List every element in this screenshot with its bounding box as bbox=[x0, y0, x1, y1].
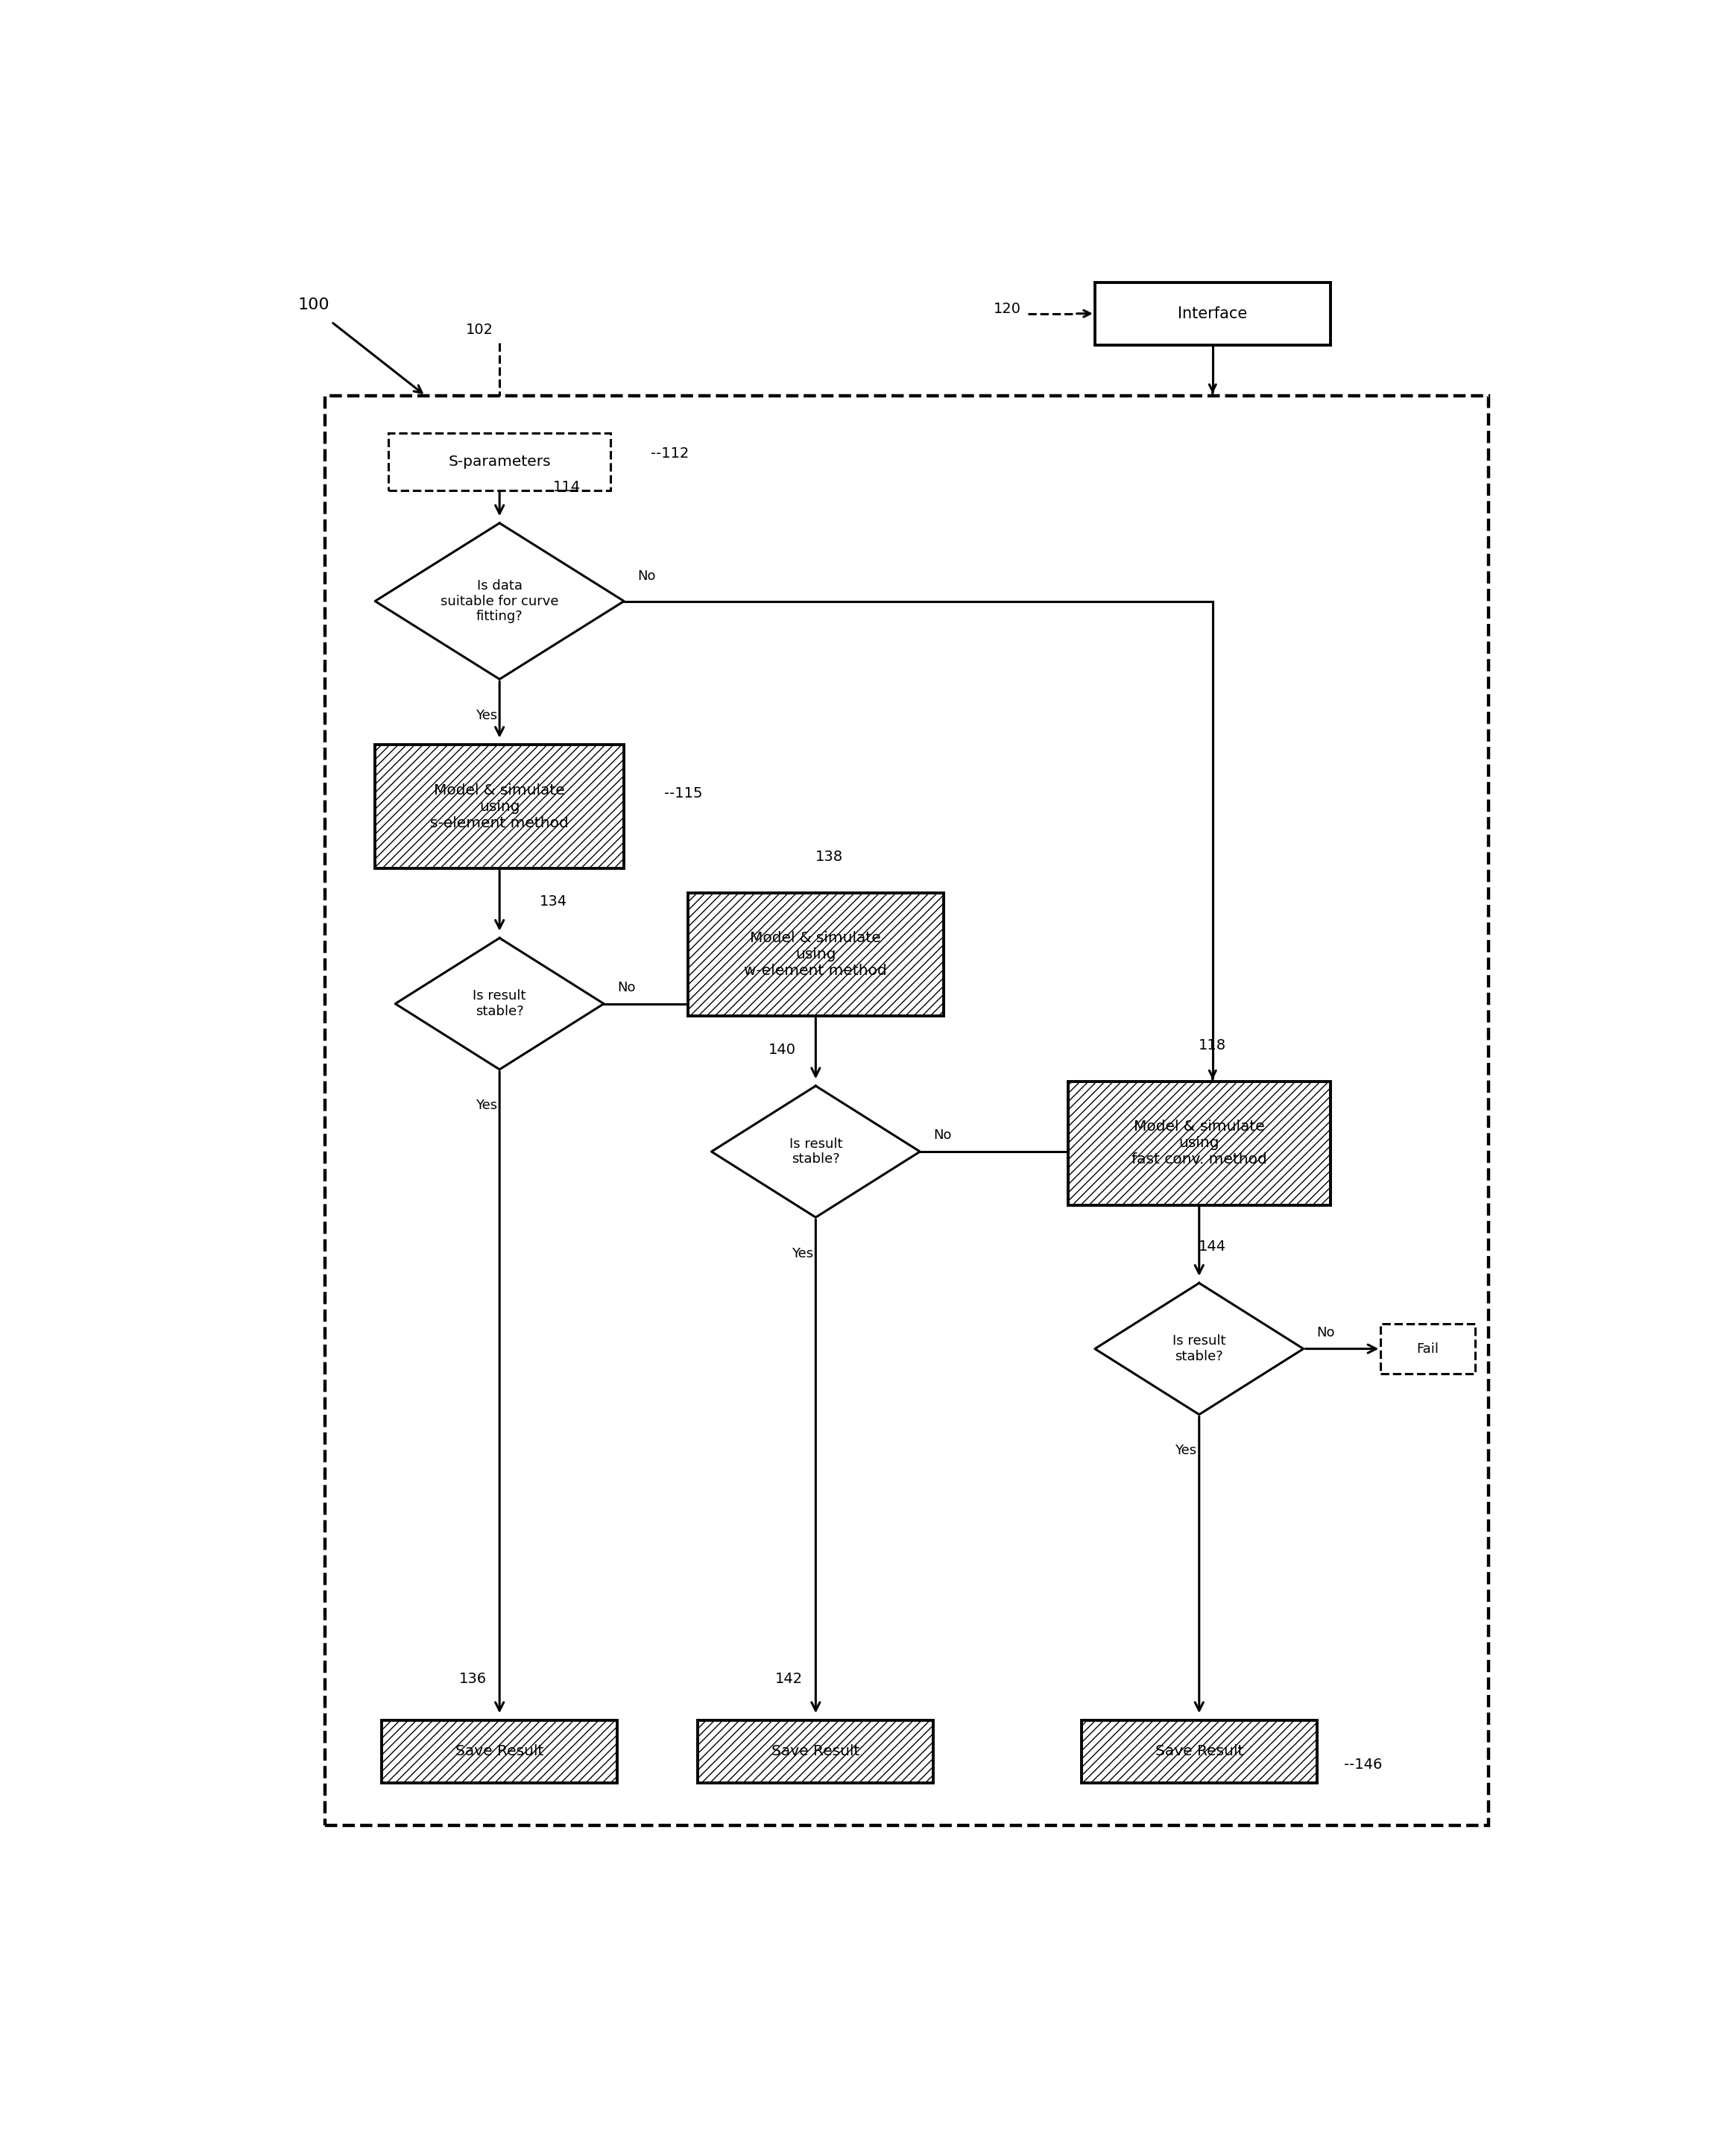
Text: No: No bbox=[618, 982, 635, 994]
Text: Fail: Fail bbox=[1417, 1342, 1439, 1355]
Text: Interface: Interface bbox=[1177, 305, 1248, 320]
Text: 140: 140 bbox=[769, 1044, 797, 1056]
Text: S-parameters: S-parameters bbox=[448, 455, 550, 469]
Text: Yes: Yes bbox=[792, 1246, 812, 1261]
Text: 144: 144 bbox=[1200, 1240, 1226, 1255]
FancyBboxPatch shape bbox=[382, 1720, 618, 1782]
FancyBboxPatch shape bbox=[698, 1720, 934, 1782]
Text: Save Result: Save Result bbox=[771, 1743, 859, 1758]
Text: --115: --115 bbox=[665, 785, 703, 800]
Text: Model & simulate
using
s-element method: Model & simulate using s-element method bbox=[431, 783, 569, 830]
Text: 120: 120 bbox=[993, 301, 1021, 316]
FancyBboxPatch shape bbox=[375, 745, 623, 869]
FancyBboxPatch shape bbox=[1095, 282, 1330, 346]
Text: No: No bbox=[1318, 1325, 1335, 1338]
Text: Model & simulate
using
w-element method: Model & simulate using w-element method bbox=[745, 930, 887, 977]
FancyBboxPatch shape bbox=[687, 892, 944, 1016]
Text: 114: 114 bbox=[554, 480, 582, 495]
Text: Model & simulate
using
fast conv. method: Model & simulate using fast conv. method bbox=[1132, 1120, 1267, 1167]
Text: 118: 118 bbox=[1200, 1039, 1226, 1052]
Text: 134: 134 bbox=[540, 894, 568, 909]
Text: --112: --112 bbox=[651, 446, 689, 461]
Text: Yes: Yes bbox=[476, 1099, 496, 1112]
Text: Yes: Yes bbox=[1175, 1445, 1196, 1458]
Text: No: No bbox=[637, 570, 656, 583]
FancyBboxPatch shape bbox=[1082, 1720, 1318, 1782]
FancyBboxPatch shape bbox=[325, 395, 1488, 1825]
Text: Save Result: Save Result bbox=[1154, 1743, 1243, 1758]
Text: Save Result: Save Result bbox=[455, 1743, 543, 1758]
Text: 142: 142 bbox=[774, 1673, 802, 1686]
Text: Is result
stable?: Is result stable? bbox=[790, 1137, 842, 1165]
Text: --146: --146 bbox=[1344, 1758, 1382, 1771]
Text: 102: 102 bbox=[465, 322, 493, 337]
Text: Yes: Yes bbox=[476, 708, 496, 721]
Text: 100: 100 bbox=[299, 297, 330, 312]
Text: Is data
suitable for curve
fitting?: Is data suitable for curve fitting? bbox=[441, 578, 559, 623]
Text: No: No bbox=[934, 1129, 951, 1142]
Text: Is result
stable?: Is result stable? bbox=[472, 990, 526, 1018]
Text: 136: 136 bbox=[458, 1673, 486, 1686]
Text: 138: 138 bbox=[816, 849, 844, 864]
FancyBboxPatch shape bbox=[1380, 1323, 1476, 1374]
FancyBboxPatch shape bbox=[1068, 1082, 1330, 1206]
Text: Is result
stable?: Is result stable? bbox=[1172, 1334, 1226, 1364]
FancyBboxPatch shape bbox=[389, 433, 611, 491]
